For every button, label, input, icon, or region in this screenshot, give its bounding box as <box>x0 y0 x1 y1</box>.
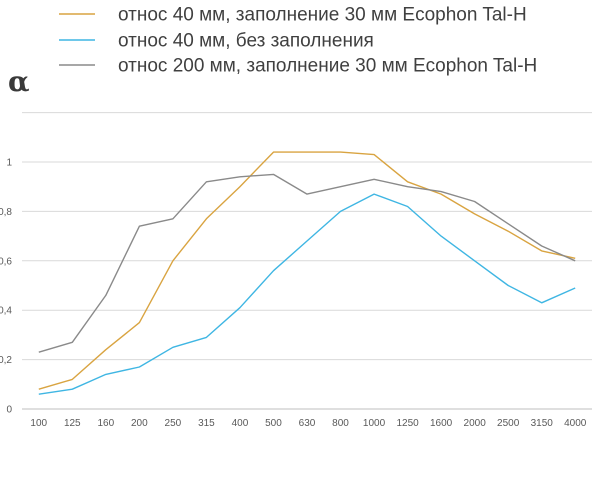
x-tick-label: 3150 <box>531 418 554 429</box>
x-tick-label: 2500 <box>497 418 520 429</box>
y-axis-label: α <box>8 65 30 98</box>
x-tick-label: 500 <box>265 418 282 429</box>
x-tick-label: 630 <box>299 418 316 429</box>
legend: относ 40 мм, заполнение 30 мм Ecophon Ta… <box>59 5 537 77</box>
y-tick-label: 0 <box>6 405 12 416</box>
y-tick-label: 0,4 <box>0 306 12 317</box>
series-line-1 <box>38 151 576 390</box>
series-lines <box>38 151 576 395</box>
x-tick-label: 100 <box>30 418 47 429</box>
x-tick-label: 400 <box>232 418 249 429</box>
x-tick-label: 315 <box>198 418 215 429</box>
x-tick-label: 1250 <box>396 418 419 429</box>
series-line-2 <box>38 193 576 395</box>
x-tick-label: 1000 <box>363 418 386 429</box>
y-tick-label: 0,6 <box>0 256 12 267</box>
x-tick-label: 1600 <box>430 418 453 429</box>
legend-label: относ 40 мм, заполнение 30 мм Ecophon Ta… <box>118 5 527 26</box>
x-tick-label: 2000 <box>464 418 487 429</box>
x-tick-label: 200 <box>131 418 148 429</box>
x-tick-label: 125 <box>64 418 81 429</box>
x-tick-label: 800 <box>332 418 349 429</box>
legend-label: относ 200 мм, заполнение 30 мм Ecophon T… <box>118 56 537 77</box>
y-tick-label: 0,8 <box>0 207 12 218</box>
x-tick-label: 160 <box>97 418 114 429</box>
y-tick-label: 1 <box>6 158 12 169</box>
y-tick-labels: 0 0,2 0,4 0,6 0,8 1 <box>0 158 12 416</box>
y-tick-label: 0,2 <box>0 355 12 366</box>
x-tick-label: 4000 <box>564 418 587 429</box>
x-tick-label: 250 <box>165 418 182 429</box>
x-tick-labels: 100 125 160 200 250 315 400 500 630 800 1000 1250 16… <box>30 418 586 429</box>
series-line-3 <box>38 173 576 353</box>
legend-label: относ 40 мм, без заполнения <box>118 31 374 52</box>
gridlines <box>22 112 592 410</box>
